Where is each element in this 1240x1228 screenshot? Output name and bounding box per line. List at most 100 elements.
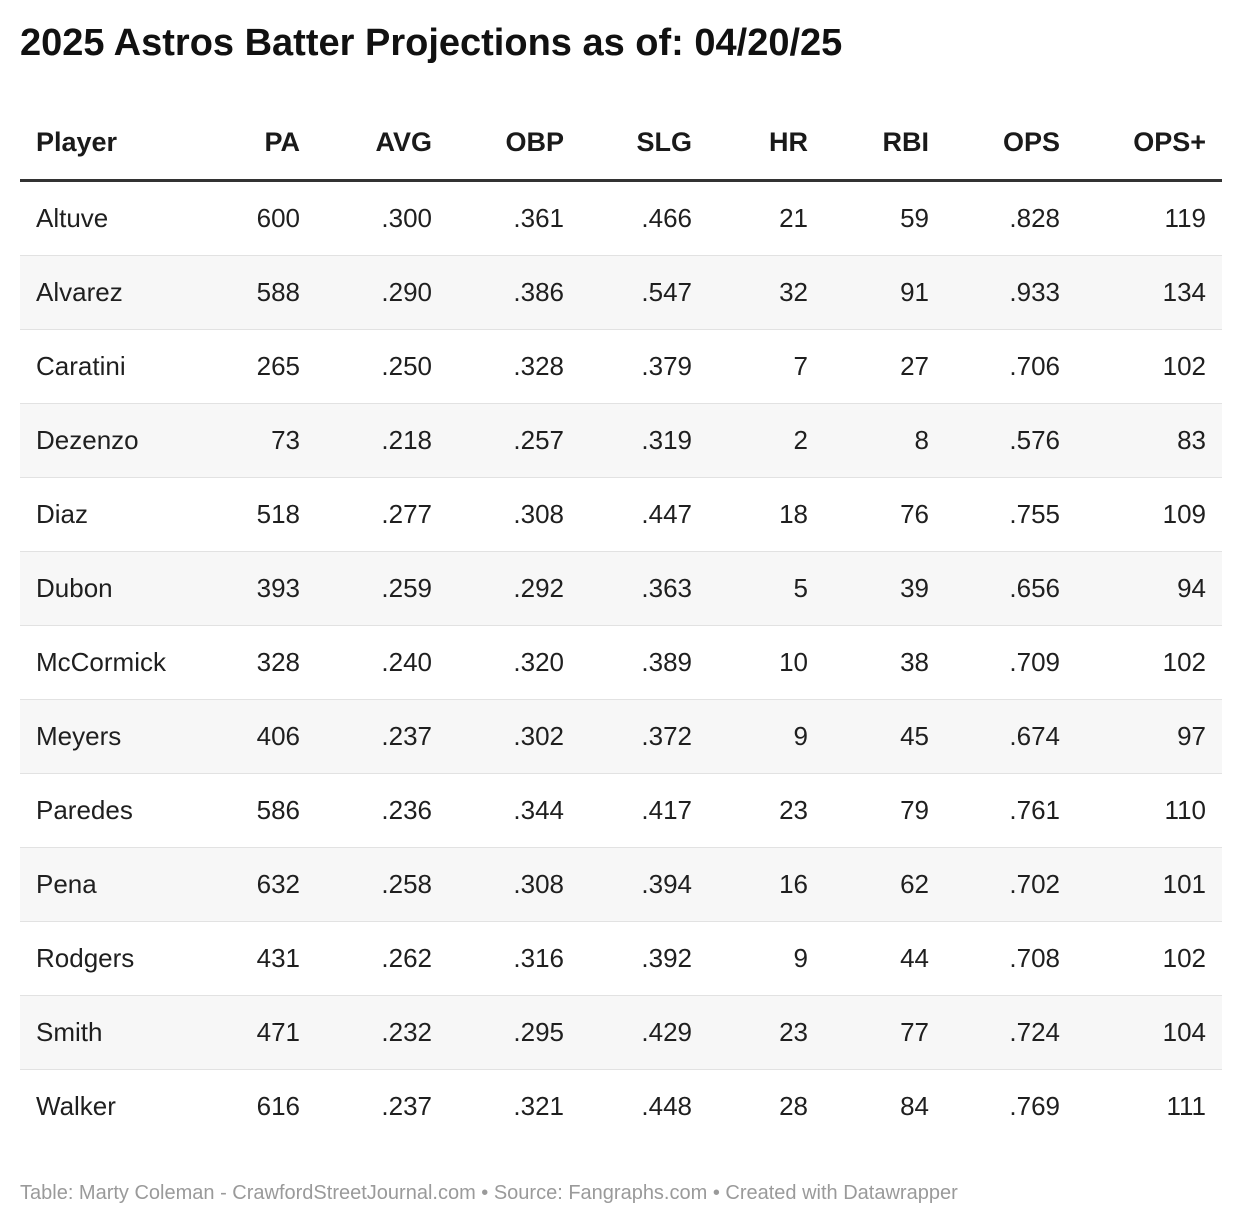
stat-cell-obp: .328 <box>448 329 580 404</box>
stat-cell-ops: .828 <box>945 180 1076 256</box>
table-row: Pena 632.258.308.394 16 62.702 101 <box>20 847 1222 922</box>
stat-cell-rbi: 44 <box>824 921 945 996</box>
table-row: Meyers 406.237.302.372 9 45.674 97 <box>20 699 1222 774</box>
stat-cell-ops-plus: 104 <box>1076 995 1222 1070</box>
table-row: Rodgers 431.262.316.392 9 44.708 102 <box>20 921 1222 996</box>
player-name-cell: Paredes <box>20 773 216 848</box>
stat-cell-hr: 32 <box>708 255 824 330</box>
player-name-cell: Rodgers <box>20 921 216 996</box>
stat-cell-ops: .724 <box>945 995 1076 1070</box>
stat-cell-rbi: 45 <box>824 699 945 774</box>
stat-cell-obp: .295 <box>448 995 580 1070</box>
stat-cell-ops: .706 <box>945 329 1076 404</box>
stat-cell-rbi: 38 <box>824 625 945 700</box>
stat-cell-pa: 471 <box>216 995 316 1070</box>
stat-cell-obp: .292 <box>448 551 580 626</box>
stat-cell-slg: .394 <box>580 847 708 922</box>
player-name-cell: Altuve <box>20 180 216 256</box>
stat-cell-rbi: 91 <box>824 255 945 330</box>
stat-cell-ops: .656 <box>945 551 1076 626</box>
table-row: Walker 616 .237 .321 .448 28 84 .769 111 <box>20 1070 1222 1144</box>
stat-cell-pa: 431 <box>216 921 316 996</box>
stat-cell-obp: .361 <box>448 180 580 256</box>
stat-cell-ops-plus: 102 <box>1076 625 1222 700</box>
stat-cell-slg: .466 <box>580 180 708 256</box>
stat-cell-slg: .363 <box>580 551 708 626</box>
stat-cell-pa: 406 <box>216 699 316 774</box>
player-name-cell: Diaz <box>20 477 216 552</box>
stat-cell-avg: .262 <box>316 921 448 996</box>
player-name-cell: Dubon <box>20 551 216 626</box>
table-body: Altuve 600.300.361.466 21 59.828 119 Alvarez 5… <box>20 180 1222 1144</box>
player-name-cell: Walker <box>36 1091 116 1121</box>
stat-cell-avg: .259 <box>316 551 448 626</box>
table-row: McCormick 328.240.320.389 10 38.709 102 <box>20 625 1222 700</box>
table-row: Caratini 265.250.328.379 7 27.706 102 <box>20 329 1222 404</box>
table-row: Diaz 518.277.308.447 18 76.755 109 <box>20 477 1222 552</box>
stat-cell-rbi: 27 <box>824 329 945 404</box>
stat-cell-rbi: 39 <box>824 551 945 626</box>
stat-cell-ops: .761 <box>945 773 1076 848</box>
stat-cell-hr: 9 <box>708 699 824 774</box>
stat-cell-hr: 18 <box>708 477 824 552</box>
column-header-slg: SLG <box>580 106 708 182</box>
stat-cell-avg: .232 <box>316 995 448 1070</box>
table-row: Dubon 393.259.292.363 5 39.656 94 <box>20 551 1222 626</box>
stat-cell-rbi: 8 <box>824 403 945 478</box>
stat-cell-ops-plus: 134 <box>1076 255 1222 330</box>
stat-cell-rbi: 79 <box>824 773 945 848</box>
stat-cell-rbi: 76 <box>824 477 945 552</box>
table-row: Smith 471.232.295.429 23 77.724 104 <box>20 995 1222 1070</box>
stat-cell-slg: .392 <box>580 921 708 996</box>
table-row: Altuve 600.300.361.466 21 59.828 119 <box>20 180 1222 256</box>
column-header-avg: AVG <box>316 106 448 182</box>
stat-cell-rbi: 84 <box>900 1091 929 1121</box>
stat-cell-avg: .218 <box>316 403 448 478</box>
player-name-cell: Smith <box>20 995 216 1070</box>
stat-cell-slg: .379 <box>580 329 708 404</box>
stat-cell-avg: .290 <box>316 255 448 330</box>
stat-cell-pa: 632 <box>216 847 316 922</box>
stat-cell-obp: .316 <box>448 921 580 996</box>
player-name-cell: Dezenzo <box>20 403 216 478</box>
stat-cell-hr: 28 <box>779 1091 808 1121</box>
stat-cell-slg: .389 <box>580 625 708 700</box>
stat-cell-hr: 10 <box>708 625 824 700</box>
stat-cell-slg: .429 <box>580 995 708 1070</box>
stat-cell-ops: .709 <box>945 625 1076 700</box>
player-name-cell: Caratini <box>20 329 216 404</box>
stat-cell-ops: .674 <box>945 699 1076 774</box>
table-row: Paredes 586.236.344.417 23 79.761 110 <box>20 773 1222 848</box>
stat-cell-pa: 588 <box>216 255 316 330</box>
table-row: Alvarez 588.290.386.547 32 91.933 134 <box>20 255 1222 330</box>
stat-cell-pa: 73 <box>216 403 316 478</box>
footer-credits: Table: Marty Coleman - CrawfordStreetJou… <box>20 1182 958 1204</box>
stat-cell-hr: 23 <box>708 995 824 1070</box>
stat-cell-obp: .386 <box>448 255 580 330</box>
stat-cell-slg: .448 <box>641 1091 692 1121</box>
player-name-cell: Meyers <box>20 699 216 774</box>
stat-cell-obp: .344 <box>448 773 580 848</box>
stat-cell-obp: .308 <box>448 477 580 552</box>
stat-cell-ops-plus: 83 <box>1076 403 1222 478</box>
projections-table-container: Player PA AVG OBP SLG HR RBI OPS OPS+ Altuve 600.… <box>20 106 1222 1144</box>
stat-cell-ops: .769 <box>1009 1091 1060 1121</box>
stat-cell-slg: .319 <box>580 403 708 478</box>
stat-cell-ops: .708 <box>945 921 1076 996</box>
stat-cell-hr: 2 <box>708 403 824 478</box>
stat-cell-hr: 9 <box>708 921 824 996</box>
stat-cell-avg: .240 <box>316 625 448 700</box>
stat-cell-pa: 586 <box>216 773 316 848</box>
stat-cell-ops-plus: 94 <box>1076 551 1222 626</box>
stat-cell-hr: 21 <box>708 180 824 256</box>
stat-cell-pa: 265 <box>216 329 316 404</box>
stat-cell-avg: .250 <box>316 329 448 404</box>
stat-cell-avg: .237 <box>381 1091 432 1121</box>
stat-cell-ops-plus: 102 <box>1076 329 1222 404</box>
stat-cell-obp: .308 <box>448 847 580 922</box>
column-header-hr: HR <box>708 106 824 182</box>
stat-cell-ops: .755 <box>945 477 1076 552</box>
stat-cell-avg: .236 <box>316 773 448 848</box>
stat-cell-avg: .258 <box>316 847 448 922</box>
stat-cell-slg: .447 <box>580 477 708 552</box>
